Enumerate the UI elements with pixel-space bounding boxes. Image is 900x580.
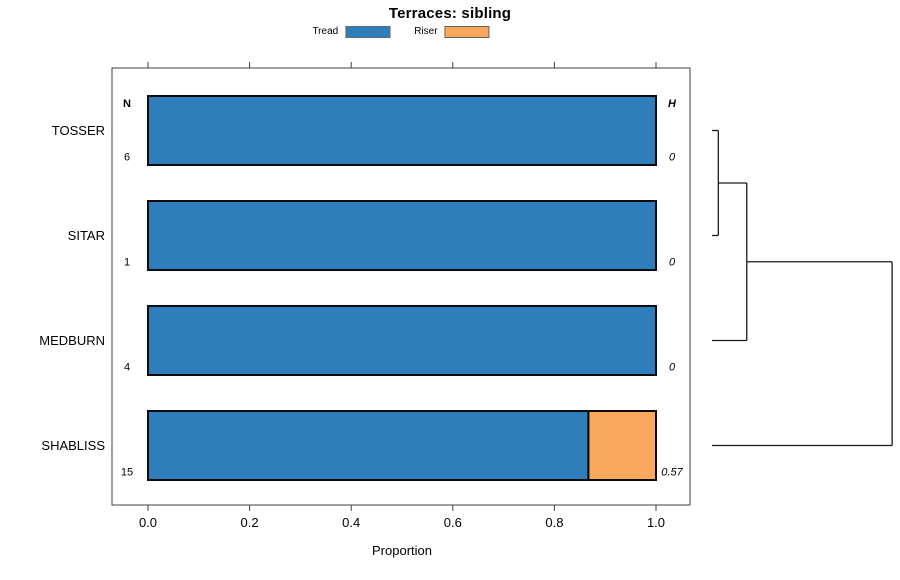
legend-item-riser: Riser — [414, 26, 490, 38]
h-value-shabliss: 0.57 — [661, 467, 683, 479]
bar-sitar-tread — [147, 200, 657, 271]
bar-shabliss-tread — [147, 410, 590, 481]
x-tick-label: 0.6 — [444, 515, 462, 530]
n-value-tosser: 6 — [124, 152, 130, 164]
plot-box — [111, 67, 691, 506]
x-tick-label: 0.4 — [342, 515, 360, 530]
category-label-tosser: TOSSER — [52, 123, 105, 138]
legend-label: Riser — [414, 26, 438, 37]
bar-tosser-tread — [147, 95, 657, 166]
legend-swatch-riser — [444, 26, 490, 38]
n-column-header: N — [123, 98, 131, 110]
legend-label: Tread — [312, 26, 339, 37]
h-column-header: H — [668, 98, 677, 110]
x-tick-label: 1.0 — [647, 515, 665, 530]
chart-title: Terraces: sibling — [388, 5, 512, 22]
category-label-sitar: SITAR — [68, 228, 105, 243]
legend-item-tread: Tread — [312, 26, 391, 38]
x-tick-label: 0.0 — [139, 515, 157, 530]
bar-medburn-tread — [147, 305, 657, 376]
h-value-tosser: 0 — [669, 152, 676, 164]
h-value-medburn: 0 — [669, 362, 676, 374]
x-tick-label: 0.2 — [241, 515, 259, 530]
category-label-medburn: MEDBURN — [39, 333, 105, 348]
n-value-shabliss: 15 — [121, 467, 133, 479]
legend-swatch-tread — [345, 26, 391, 38]
category-label-shabliss: SHABLISS — [41, 438, 105, 453]
bar-shabliss-riser — [587, 410, 657, 481]
x-axis-label: Proportion — [372, 543, 432, 558]
x-tick-label: 0.8 — [545, 515, 563, 530]
n-value-sitar: 1 — [124, 257, 130, 269]
legend: Tread Riser — [312, 26, 490, 38]
n-value-medburn: 4 — [124, 362, 130, 374]
h-value-sitar: 0 — [669, 257, 676, 269]
